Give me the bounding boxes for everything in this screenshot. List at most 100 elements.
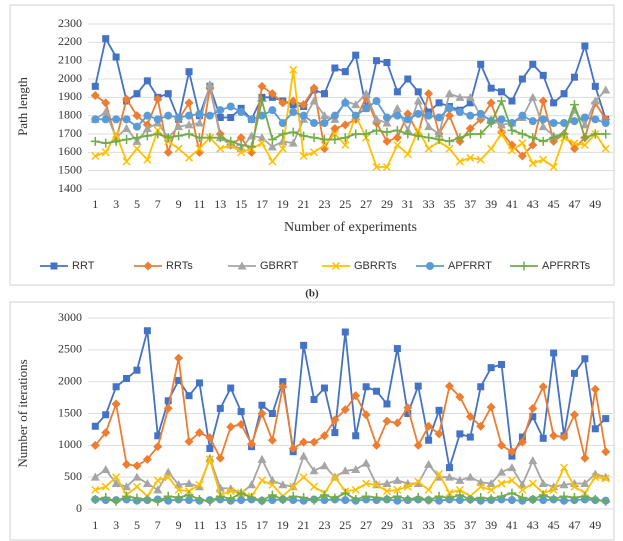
marker bbox=[340, 488, 350, 498]
marker bbox=[351, 485, 360, 494]
marker bbox=[257, 81, 267, 91]
marker bbox=[184, 490, 194, 500]
x-tick-label: 13 bbox=[214, 518, 226, 532]
marker bbox=[206, 445, 214, 453]
x-tick-label: 35 bbox=[443, 518, 455, 532]
x-tick-label: 11 bbox=[194, 197, 206, 211]
marker bbox=[528, 117, 537, 126]
x-tick-label: 19 bbox=[277, 518, 289, 532]
marker bbox=[507, 447, 517, 457]
marker bbox=[175, 376, 183, 384]
marker bbox=[538, 479, 548, 488]
marker bbox=[497, 467, 507, 476]
x-axis-title: Number of experiments bbox=[284, 220, 417, 235]
marker bbox=[267, 89, 277, 99]
marker bbox=[268, 480, 277, 489]
marker bbox=[372, 97, 381, 105]
marker bbox=[392, 491, 402, 501]
x-tick-label: 5 bbox=[134, 518, 140, 532]
marker bbox=[507, 146, 516, 155]
marker bbox=[403, 129, 413, 139]
marker bbox=[184, 129, 194, 139]
marker bbox=[185, 68, 193, 76]
x-tick-label: 17 bbox=[256, 518, 268, 532]
marker bbox=[174, 131, 184, 141]
marker bbox=[549, 133, 559, 143]
marker bbox=[132, 461, 142, 471]
marker bbox=[194, 482, 204, 491]
marker bbox=[257, 476, 266, 485]
marker bbox=[455, 92, 465, 101]
x-tick-label: 49 bbox=[589, 197, 601, 211]
marker bbox=[382, 113, 391, 122]
legend-label: GBRRTs bbox=[354, 260, 397, 272]
marker bbox=[414, 109, 423, 118]
x-tick-label: 41 bbox=[506, 197, 518, 211]
x-tick-label: 47 bbox=[568, 518, 580, 532]
marker bbox=[581, 355, 589, 363]
marker bbox=[601, 129, 611, 139]
marker bbox=[570, 482, 579, 491]
marker bbox=[330, 135, 340, 144]
marker bbox=[373, 57, 381, 65]
marker bbox=[434, 429, 444, 439]
marker bbox=[174, 113, 183, 122]
marker bbox=[591, 473, 600, 482]
legend-label: GBRRT bbox=[260, 260, 299, 272]
marker bbox=[560, 463, 569, 472]
marker bbox=[508, 97, 516, 105]
marker bbox=[424, 421, 434, 431]
marker bbox=[403, 115, 412, 124]
marker bbox=[413, 131, 423, 141]
marker bbox=[299, 111, 308, 120]
marker bbox=[413, 440, 423, 450]
marker bbox=[226, 136, 236, 146]
marker bbox=[267, 142, 277, 151]
x-tick-label: 3 bbox=[113, 518, 119, 532]
marker bbox=[299, 493, 309, 503]
y-tick-label: 500 bbox=[64, 469, 82, 483]
marker bbox=[435, 469, 444, 479]
marker bbox=[257, 139, 266, 148]
marker bbox=[267, 135, 277, 144]
marker bbox=[498, 360, 506, 368]
marker bbox=[330, 493, 340, 503]
marker bbox=[466, 153, 475, 162]
marker bbox=[361, 458, 371, 467]
marker bbox=[91, 151, 100, 161]
marker bbox=[205, 133, 215, 143]
marker bbox=[91, 422, 99, 430]
y-tick-label: 1400 bbox=[58, 181, 82, 195]
marker bbox=[319, 135, 329, 144]
x-tick-label: 3 bbox=[113, 197, 119, 211]
marker bbox=[319, 111, 329, 120]
marker bbox=[310, 148, 319, 157]
marker bbox=[133, 90, 141, 98]
marker bbox=[237, 496, 246, 505]
marker bbox=[142, 131, 152, 141]
x-tick-label: 43 bbox=[527, 197, 539, 211]
legend-marker bbox=[143, 261, 153, 271]
marker bbox=[310, 482, 319, 491]
marker bbox=[257, 454, 267, 463]
x-tick-label: 25 bbox=[339, 518, 351, 532]
marker bbox=[226, 487, 235, 496]
x-tick-label: 23 bbox=[318, 518, 330, 532]
marker bbox=[486, 402, 496, 412]
marker bbox=[247, 142, 257, 152]
marker bbox=[487, 144, 496, 153]
marker bbox=[529, 413, 537, 421]
marker bbox=[185, 111, 194, 120]
marker bbox=[444, 89, 454, 98]
x-tick-label: 11 bbox=[194, 518, 206, 532]
marker bbox=[570, 117, 579, 126]
marker bbox=[90, 472, 100, 481]
marker bbox=[102, 411, 110, 419]
marker bbox=[465, 124, 475, 133]
marker bbox=[455, 392, 465, 402]
marker bbox=[403, 494, 413, 504]
marker bbox=[570, 369, 578, 377]
marker bbox=[580, 120, 590, 129]
x-tick-label: 29 bbox=[381, 518, 393, 532]
marker bbox=[393, 485, 402, 494]
